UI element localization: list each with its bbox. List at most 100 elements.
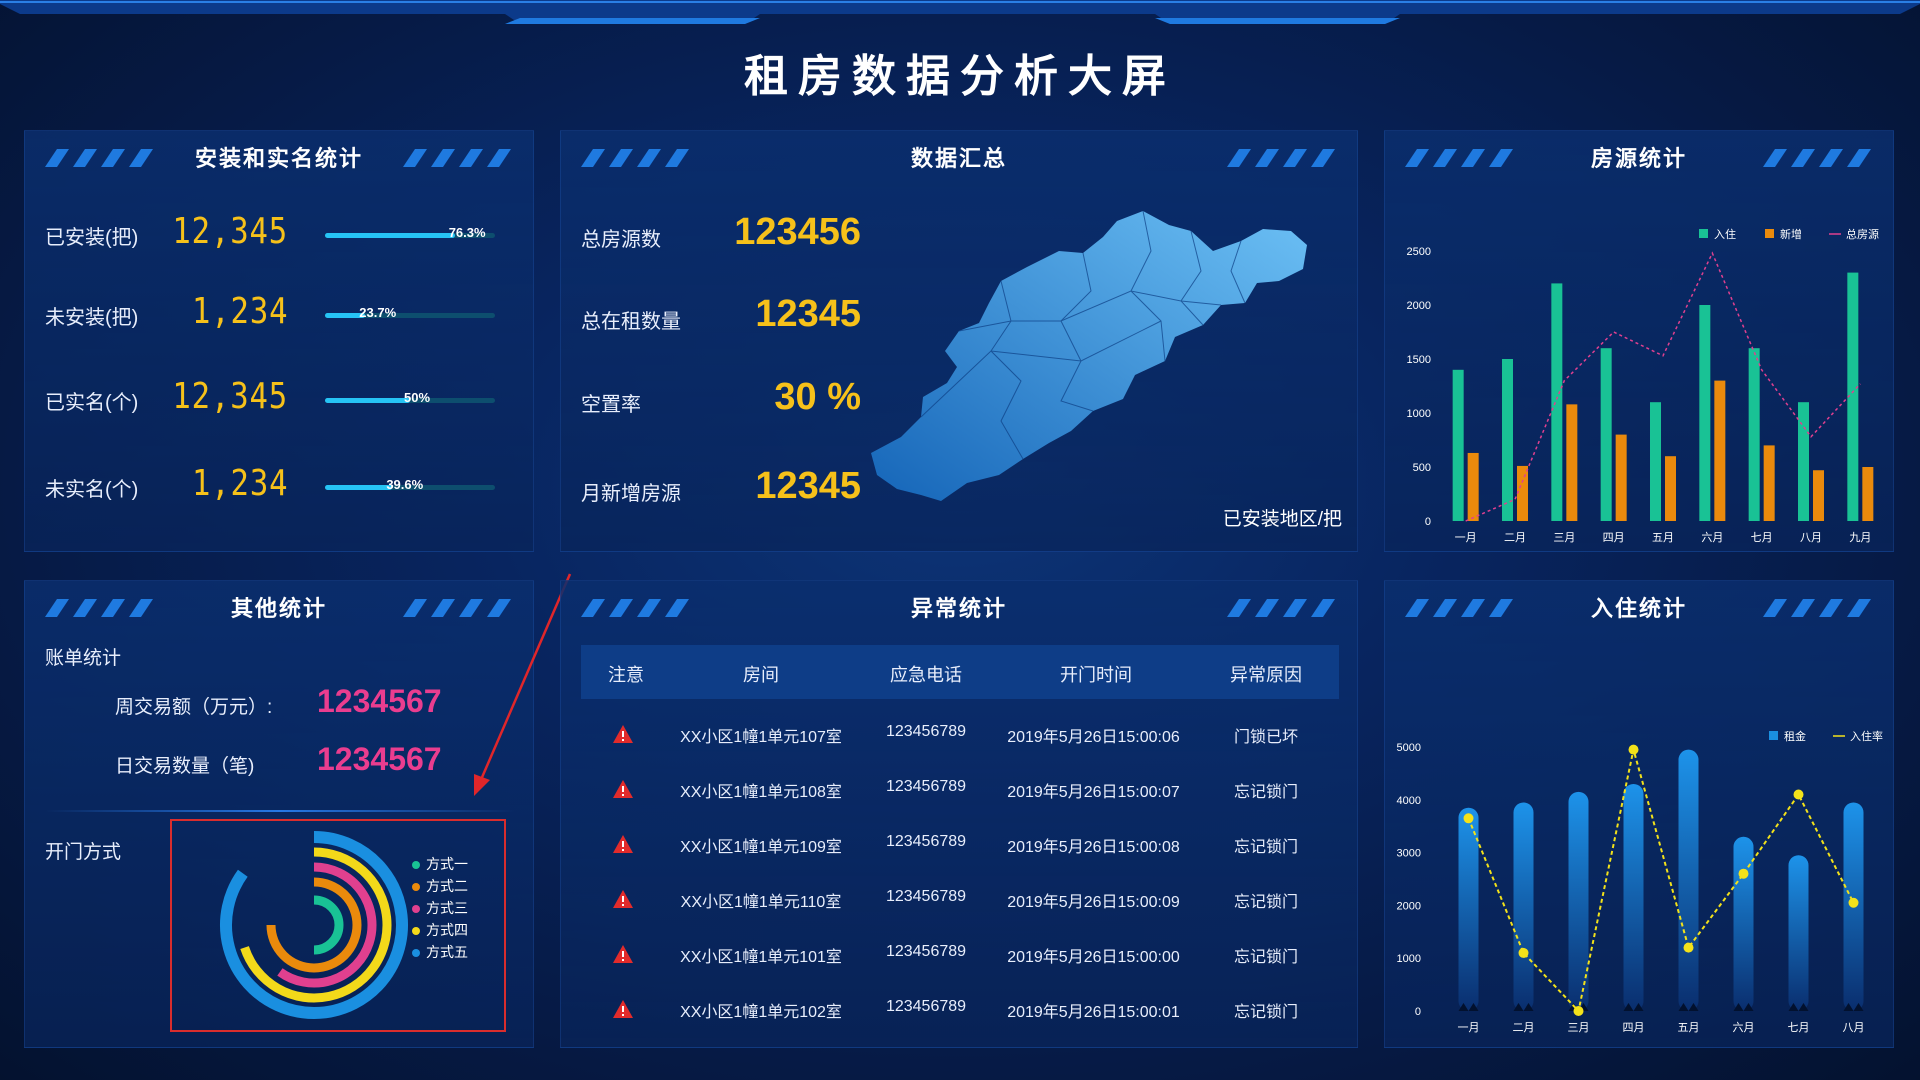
- summary-row-label: 月新增房源: [581, 483, 681, 505]
- bar-base-notch: [1523, 1003, 1534, 1011]
- other-panel-header: 其他统计: [25, 581, 533, 633]
- y-tick-label: 5000: [1397, 742, 1421, 754]
- stripes-decoration: [1227, 599, 1335, 617]
- warning-icon: [613, 890, 633, 908]
- table-row[interactable]: XX小区1幢1单元102室 123456789 2019年5月26日15:00:01…: [581, 982, 1339, 1037]
- table-cell-time: 2019年5月26日15:00:09: [1007, 894, 1180, 911]
- stripes-decoration: [1405, 149, 1513, 167]
- table-cell-phone: 123456789: [885, 888, 967, 905]
- table-cell-time: 2019年5月26日15:00:07: [1007, 784, 1180, 801]
- progress-percent: 76.3%: [448, 225, 486, 240]
- y-tick-label: 2000: [1397, 900, 1421, 912]
- y-tick-label: 4000: [1397, 795, 1421, 807]
- column-header[interactable]: 开门时间: [1060, 665, 1132, 685]
- line-总房源: [1465, 251, 1861, 522]
- region-map[interactable]: [861, 191, 1361, 511]
- housing-panel-header: 房源统计: [1385, 131, 1893, 183]
- bar-租金: [1458, 807, 1479, 1011]
- bar-租金: [1623, 783, 1644, 1011]
- bar-base-notch: [1798, 1003, 1809, 1011]
- summary-row: 空置率 30 %: [581, 374, 861, 424]
- bar-base-notch: [1458, 1003, 1469, 1011]
- legend-swatch: [1769, 731, 1778, 740]
- legend-swatch: [412, 949, 420, 957]
- table-row[interactable]: XX小区1幢1单元109室 123456789 2019年5月26日15:00:08…: [581, 817, 1339, 872]
- point-入住率: [1793, 789, 1804, 800]
- table-row[interactable]: XX小区1幢1单元108室 123456789 2019年5月26日15:00:07…: [581, 762, 1339, 817]
- table-header: 注意 房间 应急电话 开门时间 异常原因: [581, 645, 1339, 699]
- bar-租金: [1678, 749, 1699, 1011]
- point-入住率: [1628, 744, 1639, 755]
- table-cell-room: XX小区1幢1单元110室: [680, 894, 842, 911]
- legend-label: 方式五: [426, 944, 468, 960]
- radial-bar-4: [240, 847, 392, 1003]
- top-decoration: [0, 0, 1920, 24]
- radial-bar-5: [220, 831, 408, 1019]
- x-tick-label: 三月: [1568, 1022, 1590, 1034]
- bar-入住: [1452, 369, 1464, 521]
- summary-panel-header: 数据汇总: [561, 131, 1357, 183]
- install-row-value: 12,345: [172, 211, 288, 252]
- stripes-decoration: [1763, 149, 1871, 167]
- stripes-decoration: [1405, 599, 1513, 617]
- column-header[interactable]: 应急电话: [890, 665, 962, 685]
- column-header[interactable]: 异常原因: [1230, 665, 1302, 685]
- table-row[interactable]: XX小区1幢1单元107室 123456789 2019年5月26日15:00:06…: [581, 707, 1339, 762]
- install-row-label: 未安装(把): [45, 307, 139, 329]
- progress-fill: [325, 313, 366, 318]
- y-tick-label: 1000: [1397, 953, 1421, 965]
- stripes-decoration: [1227, 149, 1335, 167]
- table-cell-room: XX小区1幢1单元102室: [680, 1004, 842, 1021]
- x-tick-label: 七月: [1788, 1021, 1810, 1034]
- warning-icon: [613, 835, 633, 853]
- install-row-label: 已实名(个): [45, 392, 139, 414]
- bar-新增: [1615, 434, 1627, 521]
- bar-base-notch: [1688, 1003, 1699, 1011]
- stripes-decoration: [1763, 599, 1871, 617]
- checkin-panel: 入住统计 0 1000 2000 3000 4000 5000 一月 二月 三月 四月 五月 六月 七月…: [1384, 580, 1894, 1048]
- bar-租金: [1733, 836, 1754, 1011]
- summary-row-value: 30 %: [774, 376, 861, 418]
- stripes-decoration: [45, 149, 153, 167]
- table-cell-room: XX小区1幢1单元107室: [680, 729, 842, 746]
- bill-title: 账单统计: [45, 648, 122, 669]
- column-header[interactable]: 注意: [608, 665, 644, 685]
- table-cell-time: 2019年5月26日15:00:08: [1007, 839, 1180, 856]
- progress-track: 39.6%: [325, 477, 495, 492]
- bar-base-notch: [1743, 1003, 1754, 1011]
- table-row[interactable]: XX小区1幢1单元110室 123456789 2019年5月26日15:00:09…: [581, 872, 1339, 927]
- legend-label: 入住: [1714, 227, 1736, 241]
- table-row[interactable]: XX小区1幢1单元101室 123456789 2019年5月26日15:00:00…: [581, 927, 1339, 982]
- progress-percent: 39.6%: [386, 477, 424, 492]
- daily-count-value: 1234567: [317, 741, 442, 777]
- bar-新增: [1566, 404, 1578, 521]
- progress-track: 23.7%: [325, 305, 495, 320]
- bar-base-notch: [1513, 1003, 1524, 1011]
- bar-入住: [1699, 305, 1711, 521]
- table-cell-room: XX小区1幢1单元109室: [680, 839, 842, 856]
- y-tick-label: 3000: [1397, 848, 1421, 860]
- warning-icon: [613, 945, 633, 963]
- legend-swatch: [412, 883, 420, 891]
- stripes-decoration: [403, 149, 511, 167]
- bar-入住: [1748, 348, 1760, 521]
- bar-新增: [1813, 470, 1824, 521]
- y-tick-label: 0: [1425, 516, 1431, 528]
- table-cell-time: 2019年5月26日15:00:00: [1007, 949, 1180, 966]
- column-header[interactable]: 房间: [743, 665, 779, 685]
- divider: [45, 810, 515, 812]
- stripes-decoration: [581, 599, 689, 617]
- x-tick-label: 六月: [1733, 1021, 1755, 1034]
- x-tick-label: 九月: [1849, 531, 1871, 544]
- table-cell-room: XX小区1幢1单元101室: [680, 949, 842, 966]
- install-row: 已安装(把) 12,345 76.3%: [25, 209, 533, 259]
- bar-入住: [1600, 348, 1612, 521]
- install-row-label: 已安装(把): [45, 227, 139, 249]
- x-tick-label: 一月: [1455, 532, 1477, 544]
- install-row-value: 1,234: [191, 463, 288, 504]
- progress-fill: [325, 233, 455, 238]
- install-panel: 安装和实名统计 已安装(把) 12,345 76.3% 未安装(把) 1,234…: [24, 130, 534, 552]
- install-row-value: 12,345: [172, 376, 288, 417]
- y-tick-label: 0: [1415, 1006, 1421, 1018]
